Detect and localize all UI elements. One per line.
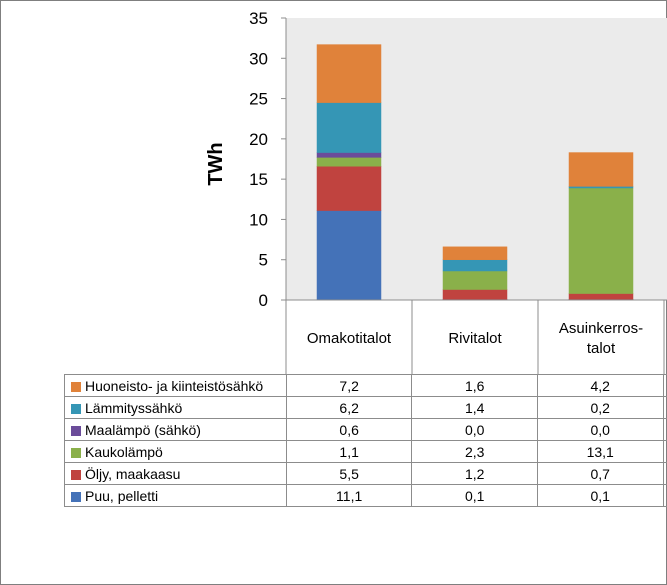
bar-segment [568,187,634,294]
table-edge-cell [662,418,667,441]
table-row: Puu, pelletti 11,1 0,1 0,1 [64,484,667,507]
table-edge-cell [662,396,667,419]
y-tick-label: 15 [249,170,268,189]
data-cell: 0,1 [411,484,538,507]
legend-cell: Puu, pelletti [64,484,287,507]
table-row: Lämmityssähkö 6,2 1,4 0,2 [64,396,667,419]
data-cell: 13,1 [536,440,664,463]
legend-label: Maalämpö (sähkö) [85,421,201,438]
data-cell: 1,1 [285,440,413,463]
data-cell: 6,2 [285,396,413,419]
table-edge-cell [662,484,667,507]
y-tick-label: 35 [249,9,268,28]
bar-segment [316,210,382,301]
data-cell: 1,2 [411,462,538,485]
bar-segment [316,166,382,211]
table-edge-cell [662,462,667,485]
legend-swatch [71,425,81,436]
y-tick-label: 5 [259,251,268,270]
y-tick-label: 25 [249,90,268,109]
legend-label: Öljy, maakaasu [85,465,181,482]
table-edge-cell [662,440,667,463]
data-table: Huoneisto- ja kiinteistösähkö 7,2 1,6 4,2 Lä… [64,374,667,507]
category-label: Rivitalot [448,330,502,347]
legend-cell: Öljy, maakaasu [64,462,287,485]
y-tick-label: 10 [249,210,268,229]
legend-cell: Lämmityssähkö [64,396,287,419]
bar-segment [316,44,382,103]
table-row: Huoneisto- ja kiinteistösähkö 7,2 1,6 4,2 [64,374,667,397]
bar-segment [568,293,634,300]
data-cell: 1,4 [411,396,538,419]
data-cell: 0,2 [536,396,664,419]
y-axis-label: TWh [205,142,227,185]
y-tick-label: 20 [249,130,268,149]
legend-swatch [71,403,81,414]
legend-swatch [71,491,81,502]
bar-segment [442,270,508,290]
legend-label: Puu, pelletti [85,487,159,504]
data-cell: 5,5 [285,462,413,485]
bar-segment [316,102,382,153]
legend-cell: Maalämpö (sähkö) [64,418,287,441]
category-label: Omakotitalot [307,330,392,347]
data-cell: 2,3 [411,440,538,463]
legend-label: Kaukolämpö [85,443,163,460]
table-row: Öljy, maakaasu 5,5 1,2 0,7 [64,462,667,485]
y-tick-label: 30 [249,49,268,68]
data-cell: 4,2 [536,374,664,397]
bar-segment [568,152,634,187]
bar-segment [316,157,382,167]
y-tick-label: 0 [259,291,268,310]
legend-swatch [71,381,81,392]
legend-label: Huoneisto- ja kiinteistösähkö [85,377,264,394]
table-row: Maalämpö (sähkö) 0,6 0,0 0,0 [64,418,667,441]
data-cell: 0,7 [536,462,664,485]
data-cell: 7,2 [285,374,413,397]
bar-segment [442,246,508,260]
bar-segment [442,289,508,300]
legend-swatch [71,447,81,458]
data-cell: 0,0 [536,418,664,441]
legend-cell: Huoneisto- ja kiinteistösähkö [64,374,287,397]
legend-swatch [71,469,81,480]
table-edge-cell [662,374,667,397]
data-cell: 0,0 [411,418,538,441]
bar-segment [316,152,382,158]
table-row: Kaukolämpö 1,1 2,3 13,1 [64,440,667,463]
category-label: Asuinkerros- [559,320,643,337]
data-cell: 1,6 [411,374,538,397]
legend-label: Lämmityssähkö [85,399,183,416]
category-label: talot [587,340,616,357]
bar-segment [442,259,508,272]
data-cell: 0,6 [285,418,413,441]
legend-cell: Kaukolämpö [64,440,287,463]
data-cell: 11,1 [285,484,413,507]
data-cell: 0,1 [536,484,664,507]
